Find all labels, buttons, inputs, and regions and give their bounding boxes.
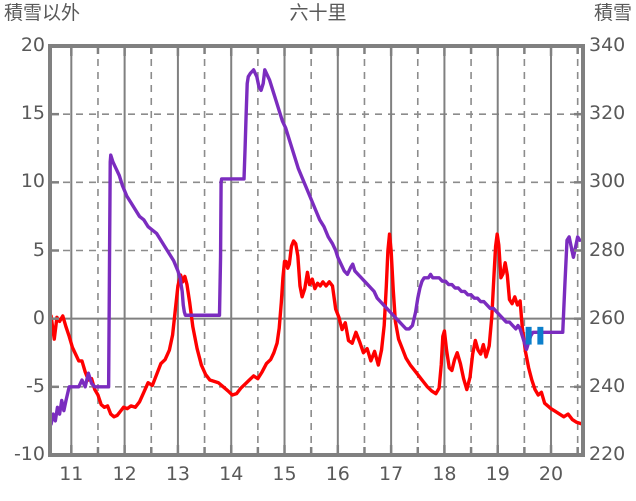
- y-axis-left-tick-label: 20: [20, 34, 45, 56]
- series-layer: [49, 68, 583, 427]
- y-axis-right-tick-label: 260: [589, 306, 626, 329]
- y-axis-left-tick-label: 5: [32, 238, 45, 261]
- y-axis-right-tick-label: 320: [589, 102, 626, 125]
- x-axis-tick-label: 14: [219, 463, 244, 485]
- x-axis-tick-label: 11: [59, 463, 84, 485]
- x-axis-tick-label: 19: [485, 463, 510, 485]
- x-axis-tick-label: 12: [112, 463, 137, 485]
- observation-bar: [525, 326, 532, 345]
- series-line: [49, 232, 583, 426]
- grid-layer: [50, 46, 583, 455]
- x-axis-tick-label: 13: [165, 463, 190, 485]
- y-axis-left-tick-label: 15: [20, 102, 45, 125]
- x-axis-tick-label: 16: [325, 463, 350, 485]
- page-title: 六十里: [289, 2, 347, 24]
- x-axis-tick-label: 20: [538, 463, 564, 485]
- y-axis-left-tick-label: -10: [13, 443, 45, 465]
- x-axis-tick-label: 18: [432, 463, 457, 485]
- y-axis-left-tick-label: -5: [26, 374, 45, 397]
- x-axis-tick-label: 17: [379, 463, 404, 485]
- y-axis-left-tick-label: 0: [32, 306, 45, 329]
- y-axis-right-tick-label: 220: [589, 443, 626, 465]
- x-axis-tick-label: 15: [272, 463, 297, 485]
- left-axis-title: 積雪以外: [4, 2, 81, 24]
- tick-marks: [50, 44, 583, 457]
- y-axis-right-tick-label: 280: [589, 238, 626, 261]
- y-axis-right-tick-label: 340: [589, 34, 626, 56]
- right-axis-title: 積雪: [593, 2, 632, 24]
- observation-bar: [537, 326, 544, 345]
- y-axis-left-tick-label: 10: [20, 170, 45, 193]
- y-axis-right-tick-label: 240: [589, 374, 626, 397]
- y-axis-right-tick-label: 300: [589, 170, 626, 193]
- series-line: [49, 68, 582, 427]
